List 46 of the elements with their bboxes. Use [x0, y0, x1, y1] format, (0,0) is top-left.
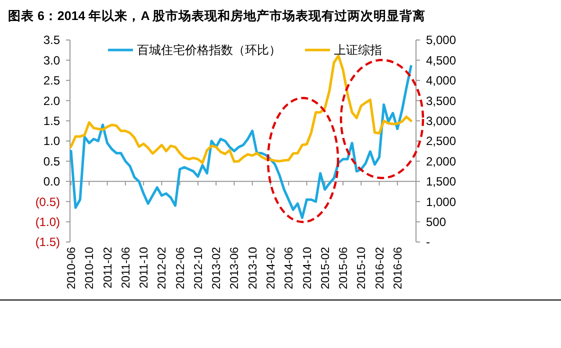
y2-tick-label: 1,000: [426, 194, 456, 209]
y-tick-label: (1.0): [35, 215, 60, 229]
x-tick-label: 2015-06: [338, 247, 350, 290]
line-series: [70, 65, 412, 220]
x-tick-label: 2014-06: [284, 247, 296, 290]
y-tick-label: (0.5): [35, 194, 60, 209]
x-tick-label: 2011-06: [120, 247, 132, 288]
x-tick-label: 2015-02: [320, 247, 332, 290]
y2-tick-label: 3,500: [426, 94, 456, 108]
y-tick-label: 1.5: [43, 114, 60, 128]
x-tick-label: 2012-02: [156, 247, 169, 290]
y-tick-label: (1.5): [35, 235, 60, 250]
y-tick-label: 1.0: [43, 134, 60, 148]
x-tick-label: 2011-10: [138, 247, 151, 288]
x-tick-label: 2011-02: [102, 247, 114, 288]
x-tick-label: 2015-10: [356, 247, 368, 290]
y2-tick-label: 4,000: [426, 74, 456, 88]
y2-tick-label: 500: [426, 215, 446, 229]
x-tick-label: 2013-06: [229, 247, 242, 290]
legend-label: 百城住宅价格指数（环比）: [137, 43, 281, 58]
y2-tick-label: 2,500: [426, 134, 456, 148]
y-tick-label: 3.0: [43, 53, 60, 68]
y-tick-label: 2.0: [43, 94, 60, 108]
x-tick-label: 2013-02: [211, 247, 224, 290]
x-tick-label: 2010-06: [66, 247, 78, 290]
line-series: [70, 54, 412, 164]
y-tick-label: 3.5: [43, 33, 60, 48]
x-tick-label: 2014-10: [302, 247, 314, 290]
y2-tick-label: -: [426, 235, 430, 250]
x-tick-label: 2013-10: [247, 247, 260, 290]
y2-tick-label: 3,000: [426, 114, 456, 128]
chart-title: 图表 6：2014 年以来，A 股市场表现和房地产市场表现有过两次明显背离: [8, 8, 426, 23]
y2-tick-label: 4,500: [426, 53, 456, 68]
x-tick-label: 2012-10: [192, 247, 205, 290]
x-tick-label: 2010-10: [84, 247, 96, 290]
y2-tick-label: 1,500: [426, 174, 456, 189]
y2-tick-label: 5,000: [426, 33, 456, 48]
x-tick-label: 2016-06: [392, 247, 404, 290]
legend-label: 上证综指: [334, 43, 382, 58]
x-tick-label: 2016-02: [374, 247, 386, 290]
y2-tick-label: 2,000: [426, 154, 456, 168]
y-tick-label: 0.5: [43, 154, 60, 168]
y-tick-label: 0.0: [43, 174, 60, 189]
x-tick-label: 2012-06: [174, 247, 187, 290]
x-tick-label: 2014-02: [265, 247, 278, 290]
y-tick-label: 2.5: [43, 74, 60, 88]
